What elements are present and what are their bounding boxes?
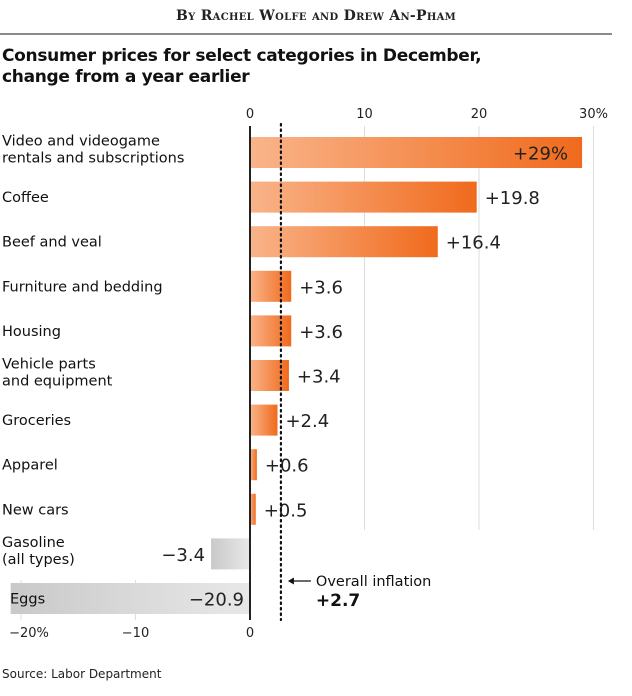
source-note: Source: Labor Department — [2, 667, 162, 681]
chart-title-line-1: Consumer prices for select categories in… — [2, 46, 482, 66]
value-label: +16.4 — [446, 233, 501, 254]
category-label: Housing — [2, 324, 61, 340]
category-label: Eggs — [10, 592, 45, 608]
bar — [250, 226, 438, 258]
top-tick-label: 30% — [579, 107, 608, 122]
bar — [250, 449, 257, 481]
reference-label: Overall inflation — [316, 574, 431, 590]
bar — [250, 315, 292, 347]
value-label: −20.9 — [189, 590, 244, 611]
top-tick-label: 20 — [471, 107, 488, 122]
chart-title-line-2: change from a year earlier — [2, 67, 250, 87]
value-label: +2.4 — [285, 411, 329, 432]
category-label: Gasoline — [2, 535, 65, 551]
reference-value: +2.7 — [316, 591, 360, 611]
bottom-tick-label: 0 — [246, 626, 254, 641]
top-tick-label: 0 — [246, 107, 254, 122]
byline: By Rachel Wolfe and Drew An-Pham — [175, 8, 457, 24]
category-label: Coffee — [2, 190, 49, 206]
category-label: Apparel — [2, 458, 58, 474]
bar — [10, 583, 250, 614]
chart-title: Consumer prices for select categories in… — [2, 46, 482, 88]
category-label: and equipment — [2, 374, 113, 390]
value-label: +19.8 — [485, 188, 540, 209]
category-label: Vehicle parts — [2, 357, 96, 373]
bar — [250, 270, 292, 302]
bar — [250, 181, 477, 213]
value-label: +3.6 — [299, 322, 343, 343]
bar — [250, 404, 278, 436]
category-label: rentals and subscriptions — [2, 151, 184, 167]
bar — [250, 137, 583, 168]
value-label: +3.4 — [297, 367, 341, 388]
value-label: +0.5 — [264, 500, 308, 521]
top-tick-label: 10 — [356, 107, 373, 122]
bottom-tick-label: −20% — [9, 626, 49, 641]
arrowhead-icon — [287, 577, 294, 585]
category-label: Video and videogame — [2, 134, 160, 150]
value-label: −3.4 — [161, 545, 205, 566]
category-label: Beef and veal — [2, 235, 102, 251]
category-label: Groceries — [2, 413, 71, 429]
bar — [211, 538, 250, 570]
bottom-tick-label: −10 — [122, 626, 149, 641]
bar — [250, 493, 256, 525]
value-label: +3.6 — [299, 277, 343, 298]
bar — [250, 360, 289, 391]
category-label: (all types) — [2, 552, 75, 568]
header-rule — [0, 33, 612, 35]
value-label: +29% — [513, 144, 568, 165]
category-label: New cars — [2, 502, 69, 518]
category-label: Furniture and bedding — [2, 279, 163, 295]
value-label: +0.6 — [265, 456, 309, 477]
